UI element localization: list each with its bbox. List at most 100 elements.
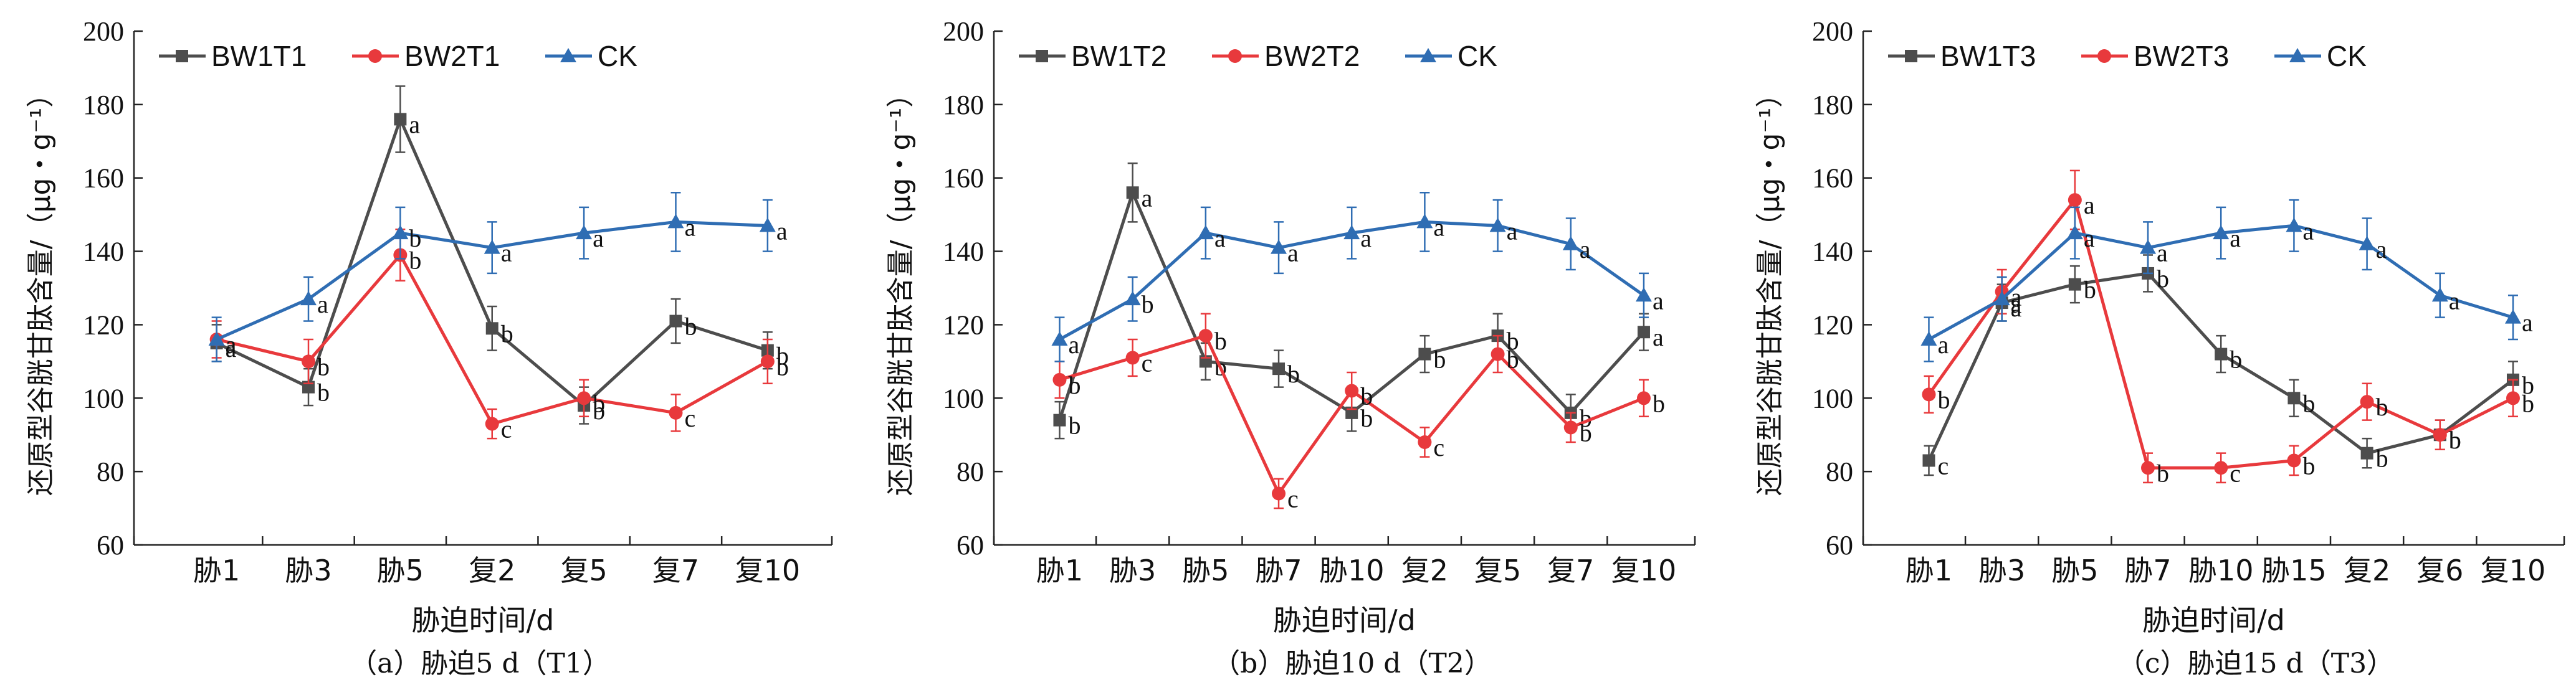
y-tick-label: 140 xyxy=(1812,237,1853,267)
significance-letter: b xyxy=(1507,346,1519,374)
significance-letter: b xyxy=(2084,276,2096,304)
significance-letter: a xyxy=(1653,323,1664,351)
x-tick-label: 胁5 xyxy=(1182,554,1229,587)
y-tick-label: 120 xyxy=(1812,310,1853,340)
x-tick-label: 复2 xyxy=(469,554,515,587)
y-tick-label: 200 xyxy=(1812,16,1853,47)
x-tick-label: 复2 xyxy=(2344,554,2390,587)
y-tick-label: 140 xyxy=(83,237,124,267)
significance-letter: a xyxy=(593,224,604,252)
y-tick-label: 160 xyxy=(1812,163,1853,194)
y-tick-label: 80 xyxy=(956,456,984,487)
significance-letter: b xyxy=(684,313,697,341)
x-tick-label: 复10 xyxy=(1611,554,1677,587)
significance-letter: b xyxy=(2302,389,2315,417)
data-point xyxy=(2214,461,2228,475)
y-tick-label: 160 xyxy=(83,163,124,194)
data-point xyxy=(2068,193,2082,207)
significance-letter: c xyxy=(1142,349,1153,377)
x-tick-label: 复10 xyxy=(735,554,801,587)
significance-letter: a xyxy=(1214,224,1226,252)
data-point xyxy=(2433,428,2447,442)
significance-letter: a xyxy=(2011,290,2022,318)
legend-label: BW2T2 xyxy=(1264,40,1360,72)
y-tick-label: 80 xyxy=(1826,456,1853,487)
legend-swatch-marker xyxy=(1905,50,1917,62)
significance-letter: a xyxy=(317,290,328,318)
y-axis-title: 还原型谷胱甘肽含量/（μg・g⁻¹） xyxy=(885,80,917,496)
significance-letter: a xyxy=(2376,235,2387,263)
significance-letter: a xyxy=(501,239,512,267)
data-point xyxy=(1272,487,1286,501)
y-axis-title: 还原型谷胱甘肽含量/（μg・g⁻¹） xyxy=(25,80,57,496)
data-point xyxy=(1127,186,1139,199)
significance-letter: b xyxy=(1580,419,1592,447)
data-point xyxy=(1052,373,1066,387)
legend-label: CK xyxy=(1457,40,1497,72)
data-point xyxy=(485,417,499,431)
x-tick-label: 胁10 xyxy=(2188,554,2254,587)
significance-letter: c xyxy=(2230,459,2241,487)
x-tick-label: 复7 xyxy=(1547,554,1594,587)
data-point xyxy=(2287,453,2301,467)
significance-letter: b xyxy=(317,379,330,407)
y-tick-label: 100 xyxy=(943,383,984,414)
x-tick-label: 胁7 xyxy=(1255,554,1302,587)
data-point xyxy=(2215,348,2227,361)
legend-swatch-marker xyxy=(2097,49,2111,63)
significance-letter: a xyxy=(1580,235,1591,263)
data-point xyxy=(1418,348,1431,361)
x-axis-title: 胁迫时间/d xyxy=(1273,603,1416,637)
legend-label: CK xyxy=(598,40,637,72)
panel-caption: （b）胁迫10 d（T2） xyxy=(1213,648,1492,679)
data-point xyxy=(1126,351,1140,364)
significance-letter: b xyxy=(2376,445,2388,473)
y-tick-label: 80 xyxy=(97,456,124,487)
panel-caption: （a）胁迫5 d（T1） xyxy=(350,648,610,679)
significance-letter: a xyxy=(1507,217,1518,245)
significance-letter: b xyxy=(2230,346,2242,374)
y-tick-label: 60 xyxy=(97,530,124,560)
significance-letter: b xyxy=(2376,393,2388,421)
x-tick-label: 胁3 xyxy=(1109,554,1156,587)
y-tick-label: 120 xyxy=(943,310,984,340)
significance-letter: b xyxy=(2522,389,2534,417)
significance-letter: b xyxy=(593,389,605,417)
y-tick-label: 100 xyxy=(83,383,124,414)
data-point xyxy=(761,354,775,368)
y-tick-label: 60 xyxy=(1826,530,1853,560)
y-tick-label: 140 xyxy=(943,237,984,267)
legend-swatch-marker xyxy=(1036,50,1048,62)
x-tick-label: 胁1 xyxy=(193,554,240,587)
figure: 60 80 100 120 140 160 180 200 胁1 胁3 胁5 复2 复5 复7 复10 胁迫时… xyxy=(0,0,2576,700)
legend-label: BW1T2 xyxy=(1071,40,1166,72)
significance-letter: b xyxy=(1360,382,1373,410)
x-axis-title: 胁迫时间/d xyxy=(412,603,555,637)
significance-letter: c xyxy=(1937,452,1949,480)
x-tick-label: 复5 xyxy=(1474,554,1521,587)
significance-letter: b xyxy=(2157,265,2169,293)
significance-letter: a xyxy=(1937,331,1949,359)
significance-letter: b xyxy=(1287,360,1300,388)
data-point xyxy=(2360,395,2374,409)
significance-letter: a xyxy=(684,213,695,241)
significance-letter: a xyxy=(2084,191,2095,219)
y-tick-label: 100 xyxy=(1812,383,1853,414)
x-tick-label: 胁5 xyxy=(377,554,424,587)
y-tick-label: 180 xyxy=(943,90,984,120)
significance-letter: b xyxy=(1214,327,1227,355)
data-point xyxy=(2141,461,2155,475)
significance-letter: a xyxy=(1433,213,1444,241)
data-point xyxy=(669,406,682,420)
significance-letter: b xyxy=(2449,426,2461,454)
y-tick-label: 120 xyxy=(83,310,124,340)
data-point xyxy=(1922,454,1935,466)
legend-swatch-marker xyxy=(176,50,188,62)
y-tick-label: 200 xyxy=(943,16,984,47)
significance-letter: b xyxy=(1068,371,1080,399)
significance-letter: b xyxy=(1068,412,1080,440)
data-point xyxy=(2361,447,2373,460)
data-point xyxy=(1637,391,1651,405)
significance-letter: a xyxy=(2302,217,2314,245)
y-tick-label: 160 xyxy=(943,163,984,194)
